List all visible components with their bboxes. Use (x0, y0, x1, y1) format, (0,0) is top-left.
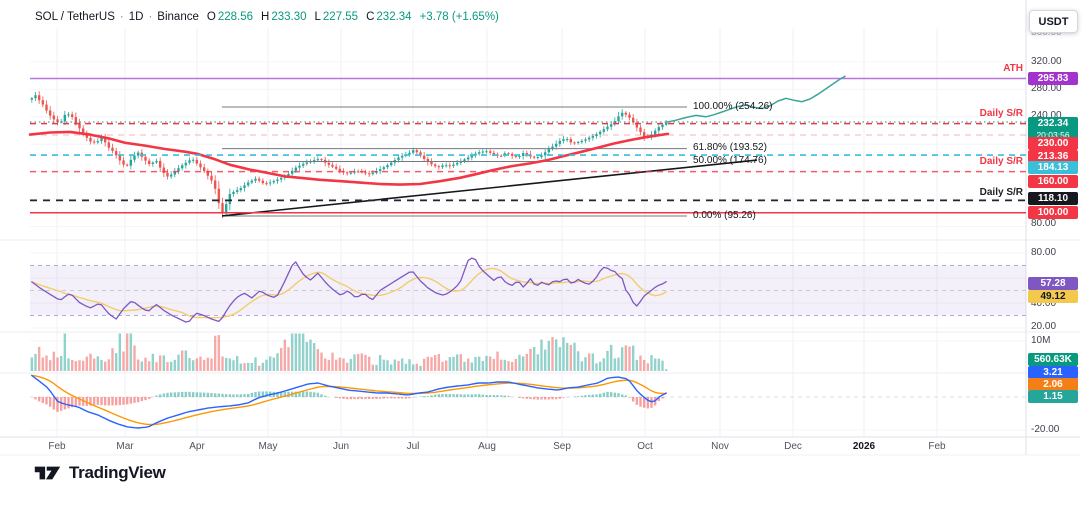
time-axis-label: 2026 (852, 441, 876, 452)
countdown-timer: 20:03:56 (1036, 130, 1070, 140)
price-axis-badge: 230.00 (1028, 136, 1078, 150)
macd-lines (31, 374, 667, 429)
macd-histogram (34, 391, 664, 412)
price-axis-badge: 1.15 (1028, 389, 1078, 403)
price-axis-badge: 100.00 (1028, 205, 1078, 219)
price-axis-label: 320.00 (1031, 56, 1062, 67)
tradingview-logo[interactable]: TradingView (34, 461, 166, 485)
badge-value: 232.34 (1037, 118, 1069, 129)
price-axis-label: 20.00 (1031, 321, 1057, 332)
fib-level-label: 61.80% (193.52) (693, 142, 767, 153)
fib-level-label: 0.00% (95.26) (693, 210, 756, 221)
symbol-title[interactable]: SOL / TetherUS (35, 11, 115, 23)
price-axis-badge: 295.83 (1028, 71, 1078, 85)
trendline-group[interactable] (221, 159, 758, 217)
badge-value: 213.36 (1037, 150, 1069, 162)
rsi-band (30, 265, 1026, 316)
candlestick-series (30, 91, 668, 219)
price-axis-label: 240.00 (1031, 110, 1062, 121)
time-axis-label: May (258, 441, 278, 452)
badge-value: 118.10 (1037, 192, 1069, 204)
time-axis-label: Jul (406, 441, 420, 452)
time-axis-label: Jun (332, 441, 350, 452)
time-axis-label: Oct (637, 441, 653, 452)
grid-lines (30, 28, 1026, 437)
ath-line-tag[interactable]: ATH (1003, 63, 1023, 74)
price-axis-label: 80.00 (1031, 218, 1057, 229)
support-resistance-lines[interactable] (30, 77, 1026, 214)
trend-line[interactable] (221, 159, 758, 217)
fib-retracement[interactable] (222, 106, 687, 217)
ohlc-letter: C (366, 11, 375, 23)
badge-value: 49.12 (1040, 290, 1066, 302)
price-axis-badge: 2.06 (1028, 377, 1078, 391)
badge-value: 2.06 (1043, 378, 1063, 390)
separator-dot: · (119, 11, 124, 23)
price-axis-badge: 560.63K (1028, 352, 1078, 366)
price-axis-label: -20.00 (1031, 424, 1060, 435)
fib-level-label: 100.00% (254.26) (693, 101, 773, 112)
ohlc-letter: L (314, 11, 321, 23)
time-axis-label: Aug (478, 441, 496, 452)
daily-sr-line-tag[interactable]: Daily S/R (979, 187, 1023, 198)
tradingview-logo-icon (34, 466, 61, 480)
ohlc-readout: O 228.56 H 233.30 L 227.55 C 232.34 (199, 11, 412, 23)
badge-value: 100.00 (1037, 206, 1069, 218)
time-axis-label: Feb (48, 441, 66, 452)
badge-value: 295.83 (1037, 72, 1069, 84)
rsi-series (31, 257, 667, 323)
badge-value: 57.28 (1040, 277, 1066, 289)
price-axis-label: 280.00 (1031, 83, 1062, 94)
price-axis-badge: 49.12 (1028, 289, 1078, 303)
daily-sr-line-tag[interactable]: Daily S/R (979, 108, 1023, 119)
time-axis-label: Feb (928, 441, 946, 452)
badge-value: 184.13 (1037, 161, 1069, 173)
price-axis-badge: 57.28 (1028, 276, 1078, 290)
daily-sr-line-tag[interactable]: Daily S/R (979, 156, 1023, 167)
time-axis-label: Sep (553, 441, 571, 452)
currency-unit-button[interactable]: USDT (1029, 10, 1078, 33)
time-axis-label: Nov (711, 441, 729, 452)
badge-value: 160.00 (1037, 175, 1069, 187)
price-axis-badge: 160.00 (1028, 174, 1078, 188)
ohlc-letter: H (261, 11, 270, 23)
time-axis-label: Mar (116, 441, 134, 452)
badge-value: 1.15 (1043, 390, 1063, 402)
tradingview-logo-text: TradingView (69, 463, 166, 482)
price-change: +3.78 (+1.65%) (419, 11, 499, 23)
price-ma-line (28, 130, 670, 186)
ohlc-value: 228.56 (217, 11, 253, 23)
price-axis-badge: 184.13 (1028, 160, 1078, 174)
time-axis-label: Dec (784, 441, 802, 452)
badge-value: 560.63K (1034, 353, 1072, 365)
price-axis-label: 10M (1031, 335, 1051, 346)
badge-value: 230.00 (1037, 137, 1069, 149)
ohlc-value: 232.34 (376, 11, 412, 23)
symbol-info-bar: SOL / TetherUS · 1D · Binance O 228.56 H 23… (35, 11, 499, 23)
price-axis-label: 80.00 (1031, 247, 1057, 258)
pane-separators (0, 0, 1080, 456)
price-axis-label: 40.00 (1031, 298, 1057, 309)
projection-line[interactable] (665, 75, 846, 124)
price-axis-badge: 213.36 (1028, 149, 1078, 163)
time-axis-label: Apr (189, 441, 205, 452)
volume-series (30, 333, 668, 371)
exchange-label[interactable]: Binance (157, 11, 199, 23)
price-axis-badge: 3.21 (1028, 365, 1078, 379)
badge-value: 3.21 (1043, 366, 1063, 378)
separator-dot: · (148, 11, 153, 23)
fib-level-label: 50.00% (174.76) (693, 155, 767, 166)
ohlc-value: 233.30 (271, 11, 307, 23)
price-axis-badge: 118.10 (1028, 191, 1078, 205)
interval-label[interactable]: 1D (128, 11, 144, 23)
ohlc-value: 227.55 (322, 11, 359, 23)
ohlc-letter: O (206, 11, 216, 23)
